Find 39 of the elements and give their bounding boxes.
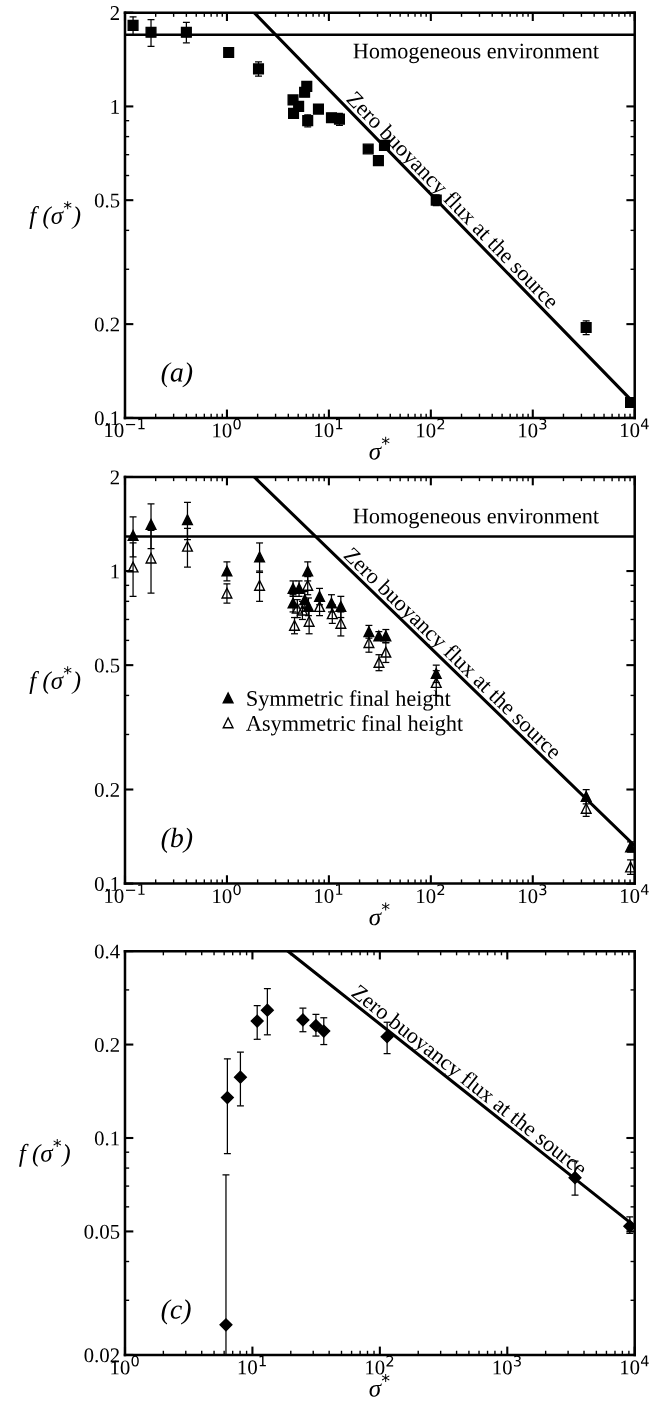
x-tick-label: 10$^{0}$ <box>213 884 241 904</box>
x-tick-label: 10$^{4}$ <box>621 1355 649 1375</box>
x-tick-label: 10$^{4}$ <box>621 884 649 904</box>
x-tick-label: 10$^{2}$ <box>366 1355 394 1375</box>
x-axis-title: σ$^{*}$ <box>369 902 390 926</box>
x-tick-label: 10$^{1}$ <box>315 884 343 904</box>
annotation: (c) <box>161 1299 191 1325</box>
y-axis-title: f (σ$^{*}$) <box>19 1138 70 1167</box>
y-tick-label: 0.05 <box>84 1224 120 1239</box>
x-tick-label: 10$^{2}$ <box>417 418 445 438</box>
x-tick-label: 10$^{1}$ <box>315 418 343 438</box>
legend-label: Symmetric final height <box>247 690 451 711</box>
x-tick-label: 10$^{3}$ <box>519 418 547 438</box>
y-tick-label: 0.2 <box>94 782 119 798</box>
x-tick-label: 10$^{3}$ <box>519 884 547 904</box>
x-tick-label: 10$^{1}$ <box>238 1355 266 1375</box>
y-axis-title: f (σ$^{*}$) <box>29 201 81 230</box>
y-tick-label: 0.5 <box>94 658 120 673</box>
ref-line-label: Homogeneous environment <box>353 508 599 529</box>
annotation: (a) <box>161 362 193 388</box>
y-tick-label: 2 <box>110 470 119 485</box>
x-tick-label: 10$^{2}$ <box>417 884 445 904</box>
y-tick-label: 0.5 <box>94 193 120 208</box>
y-tick-label: 0.1 <box>94 876 119 892</box>
y-tick-label: 0.2 <box>94 1037 119 1053</box>
y-tick-label: 2 <box>110 6 119 20</box>
y-tick-label: 1 <box>111 564 119 579</box>
y-tick-label: 0.1 <box>94 1131 119 1146</box>
y-tick-label: 0.2 <box>94 317 119 332</box>
y-tick-label: 1 <box>111 99 119 114</box>
legend-label: Asymmetric final height <box>246 715 463 736</box>
x-tick-label: 10$^{4}$ <box>621 418 649 438</box>
ref-line-label: Homogeneous environment <box>353 43 599 64</box>
annotation: (b) <box>161 827 193 853</box>
y-tick-label: 0.4 <box>94 944 120 959</box>
y-axis-title: f (σ$^{*}$) <box>29 666 81 695</box>
x-tick-label: 10$^{3}$ <box>493 1355 521 1375</box>
x-tick-label: 10$^{0}$ <box>213 418 241 438</box>
x-axis-title: σ$^{*}$ <box>369 436 390 460</box>
